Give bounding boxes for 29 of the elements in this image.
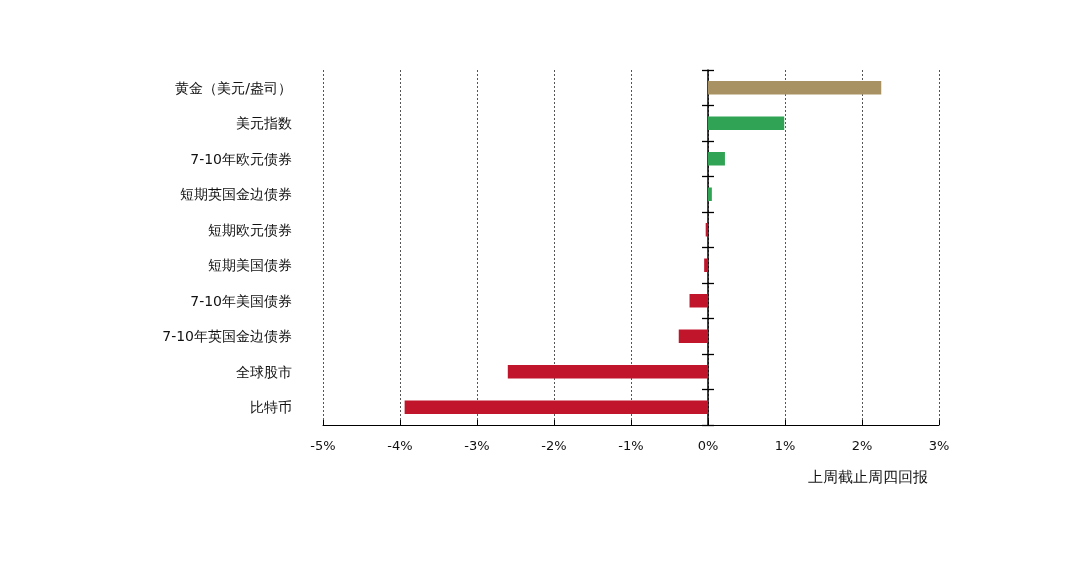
bar <box>704 258 708 272</box>
x-tick-label: 1% <box>774 438 796 453</box>
x-axis-title: 上周截止周四回报 <box>808 467 928 486</box>
bar <box>507 365 708 379</box>
y-tick-label: 7-10年英国金边债券 <box>162 328 292 345</box>
bar <box>404 400 708 414</box>
y-tick-label: 美元指数 <box>236 115 292 132</box>
bar <box>678 329 708 343</box>
y-tick-label: 全球股市 <box>236 363 292 380</box>
bar <box>708 81 882 95</box>
y-tick-label: 短期美国债券 <box>208 257 292 274</box>
y-tick-label: 黄金（美元/盎司） <box>175 79 292 96</box>
x-tick-label: -5% <box>310 438 336 453</box>
x-tick-label: -4% <box>387 438 413 453</box>
y-tick-label: 7-10年美国债券 <box>190 292 292 309</box>
bar <box>708 187 712 201</box>
bar <box>689 294 708 308</box>
x-tick-label: -1% <box>618 438 644 453</box>
y-tick-label: 7-10年欧元债券 <box>190 150 292 167</box>
x-tick-label: 3% <box>928 438 950 453</box>
y-tick-label: 比特币 <box>250 399 292 416</box>
y-tick-label: 短期英国金边债券 <box>180 186 292 203</box>
bar <box>708 152 725 166</box>
x-tick-label: -3% <box>464 438 490 453</box>
y-tick-label: 短期欧元债券 <box>208 221 292 238</box>
x-tick-label: -2% <box>541 438 567 453</box>
x-tick-label: 0% <box>697 438 719 453</box>
x-tick-label: 2% <box>851 438 873 453</box>
bar <box>708 116 785 130</box>
